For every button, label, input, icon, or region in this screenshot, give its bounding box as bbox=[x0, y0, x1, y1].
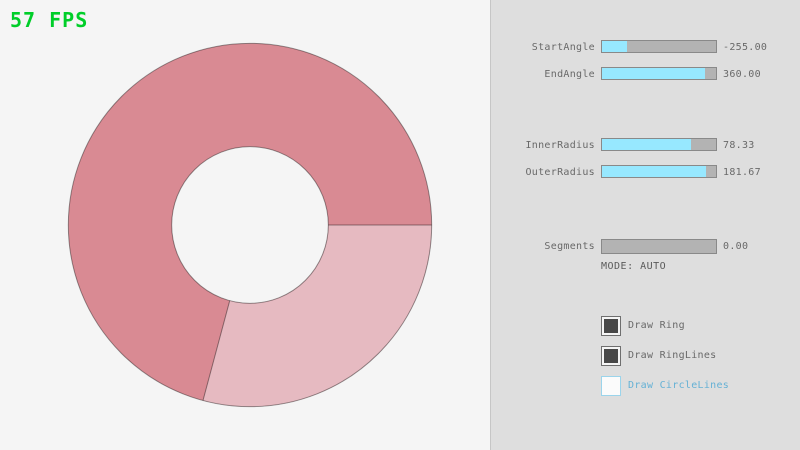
ring-inner-line bbox=[171, 146, 329, 304]
draw-ring-checkbox[interactable] bbox=[601, 316, 621, 336]
startangle-row: StartAngle -255.00 bbox=[491, 40, 800, 56]
control-panel: StartAngle -255.00 EndAngle 360.00 Inner… bbox=[490, 0, 800, 450]
endangle-value: 360.00 bbox=[723, 69, 761, 80]
endangle-slider-fill bbox=[602, 68, 705, 79]
endangle-label: EndAngle bbox=[544, 69, 595, 80]
outerradius-row: OuterRadius 181.67 bbox=[491, 165, 800, 181]
innerradius-slider-fill bbox=[602, 139, 692, 150]
endangle-slider[interactable] bbox=[601, 67, 717, 80]
startangle-slider[interactable] bbox=[601, 40, 717, 53]
segments-row: Segments 0.00 bbox=[491, 239, 800, 255]
fps-counter: 57 FPS bbox=[10, 8, 89, 32]
draw-ringlines-checkbox[interactable] bbox=[601, 346, 621, 366]
startangle-label: StartAngle bbox=[531, 42, 595, 53]
innerradius-slider[interactable] bbox=[601, 138, 717, 151]
draw-ring-label: Draw Ring bbox=[628, 320, 685, 331]
outerradius-label: OuterRadius bbox=[525, 167, 595, 178]
outerradius-value: 181.67 bbox=[723, 167, 761, 178]
innerradius-value: 78.33 bbox=[723, 140, 755, 151]
draw-circlelines-label: Draw CircleLines bbox=[628, 380, 730, 391]
endangle-row: EndAngle 360.00 bbox=[491, 67, 800, 83]
ring-outer-line bbox=[67, 42, 433, 408]
innerradius-label: InnerRadius bbox=[525, 140, 595, 151]
startangle-value: -255.00 bbox=[723, 42, 768, 53]
draw-circlelines-checkbox[interactable] bbox=[601, 376, 621, 396]
draw-ring-row: Draw Ring bbox=[601, 316, 800, 336]
outerradius-slider[interactable] bbox=[601, 165, 717, 178]
ring-single-region bbox=[202, 225, 432, 407]
draw-circlelines-row: Draw CircleLines bbox=[601, 376, 800, 396]
segments-slider[interactable] bbox=[601, 239, 717, 254]
ring-canvas bbox=[67, 42, 433, 408]
startangle-slider-fill bbox=[602, 41, 627, 52]
outerradius-slider-fill bbox=[602, 166, 706, 177]
draw-ringlines-row: Draw RingLines bbox=[601, 346, 800, 366]
innerradius-row: InnerRadius 78.33 bbox=[491, 138, 800, 154]
ring-radial-line-start bbox=[202, 300, 231, 401]
draw-ringlines-label: Draw RingLines bbox=[628, 350, 717, 361]
mode-text: MODE: AUTO bbox=[601, 261, 667, 272]
segments-label: Segments bbox=[544, 241, 595, 252]
segments-value: 0.00 bbox=[723, 241, 749, 252]
